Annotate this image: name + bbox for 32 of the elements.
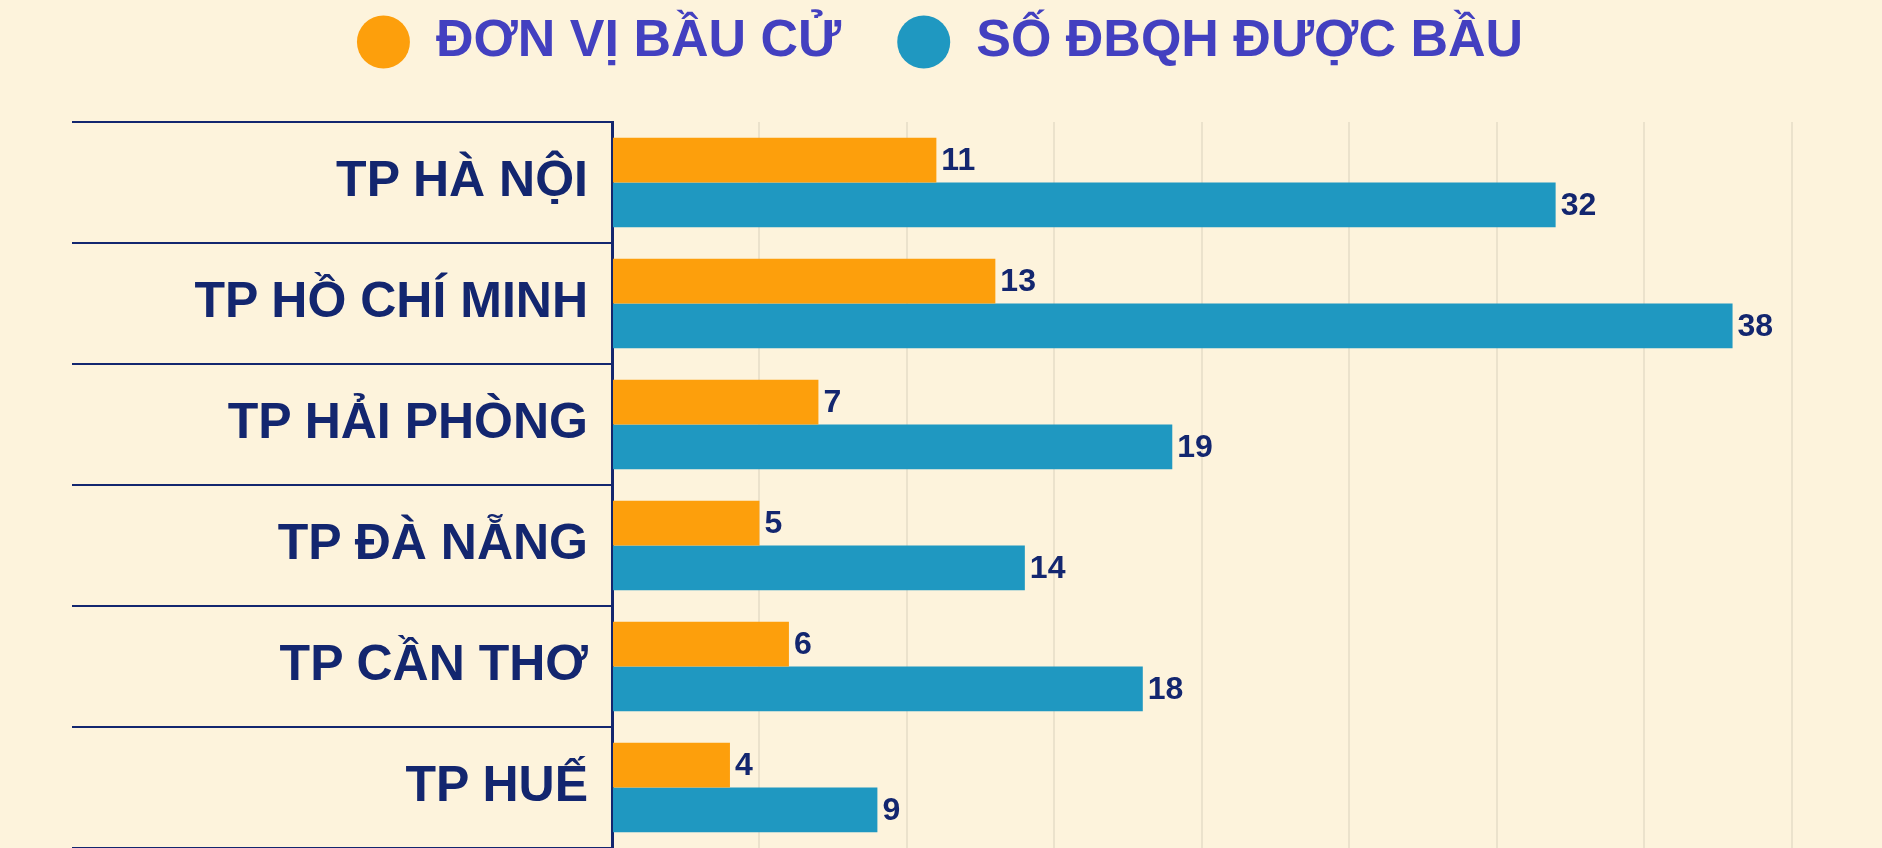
bar [613,303,1733,349]
bar [613,379,819,425]
bar [613,545,1025,591]
bar [613,424,1173,470]
bar [613,666,1143,712]
data-label: 18 [1147,669,1184,706]
bar [613,742,730,788]
bar [613,500,760,546]
y-tick-label: TP ĐÀ NẴNG [277,514,588,571]
data-label: 13 [1000,261,1036,298]
data-label: 9 [882,790,901,827]
bar [613,137,937,183]
data-label: 7 [823,382,842,419]
data-label: 5 [764,503,783,540]
legend-label: ĐƠN VỊ BẦU CỬ [435,9,843,68]
bar [613,258,996,304]
y-tick-label: TP HUẾ [405,756,588,813]
bar [613,182,1556,228]
bar [613,787,878,833]
data-label: 19 [1177,427,1213,464]
y-tick-label: TP HẢI PHÒNG [227,393,588,450]
data-label: 6 [793,624,812,661]
y-tick-label: TP HỒ CHÍ MINH [194,272,588,329]
data-label: 32 [1560,185,1597,222]
y-tick-label: TP CẦN THƠ [279,635,589,692]
data-label: 11 [941,140,976,177]
legend-label: SỐ ĐBQH ĐƯỢC BẦU [976,9,1524,68]
bar [613,621,789,667]
data-label: 38 [1737,306,1774,343]
data-label: 4 [734,745,753,782]
data-label: 14 [1029,548,1066,585]
y-tick-label: TP HÀ NỘI [336,150,588,208]
